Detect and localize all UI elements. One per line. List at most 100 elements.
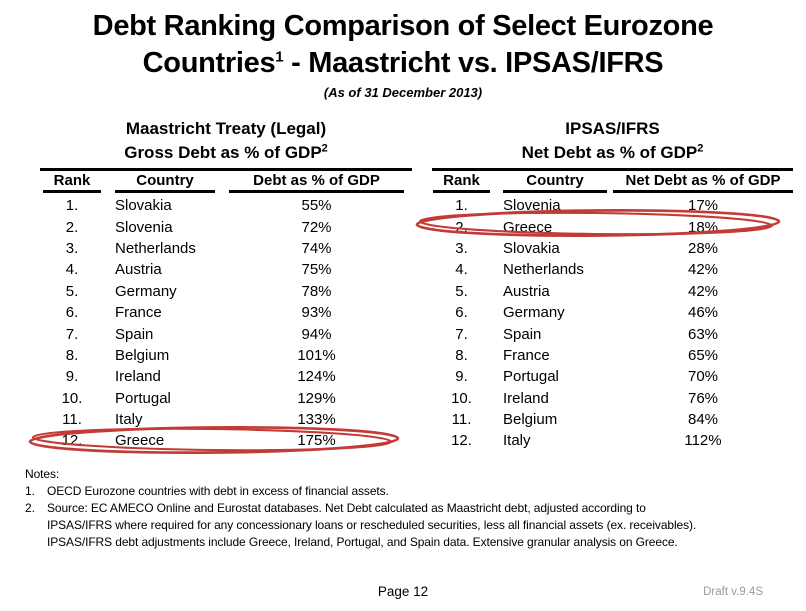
cell-country: Slovakia [503,239,560,257]
ipsas-table-body: 1. Slovenia 17% 2. Greece 18% 3. Slovakia 28% 4. N… [432,195,793,452]
cell-rank: 3. [455,239,468,257]
cell-value: 101% [297,346,336,364]
table-row: 7. Spain 63% [432,323,793,344]
cell-value: 42% [687,282,719,300]
cell-value: 46% [687,304,719,322]
cell-country: Belgium [115,346,170,364]
cell-value: 28% [687,239,719,257]
notes-label: Notes: [25,467,60,481]
draft-version: Draft v.9.4S [703,586,763,598]
ipsas-column-headers: Rank Country Net Debt as % of GDP [432,168,793,193]
cell-rank: 11. [62,411,82,429]
cell-country: Ireland [115,368,161,386]
table-row: 6. Germany 46% [432,302,793,323]
table-row: 2. Slovenia 72% [40,216,412,237]
maastricht-table-body: 1. Slovakia 55% 2. Slovenia 72% 3. Netherlands 7… [40,195,412,452]
cell-value: 76% [687,389,719,407]
cell-rank: 11. [451,411,472,429]
cell-country: Portugal [115,389,171,407]
cell-country: Greece [115,432,165,450]
cell-country: Austria [115,261,162,279]
cell-rank: 5. [455,282,468,300]
cell-value: 94% [301,325,332,343]
cell-country: Germany [115,282,177,300]
table-row: 1. Slovenia 17% [432,195,793,216]
table-row: 12. Greece 175% [40,430,412,451]
table-row: 2. Greece 18% [432,216,793,237]
title-footnote-marker: 1 [275,48,284,66]
cell-rank: 12. [451,432,472,450]
note-item: 2. Source: EC AMECO Online and Eurostat d… [25,500,791,551]
cell-value: 84% [687,411,719,429]
cell-country: Netherlands [503,261,584,279]
cell-rank: 5. [65,282,79,300]
maastricht-heading-line1: Maastricht Treaty (Legal) [125,119,327,138]
page-title: Debt Ranking Comparison of Select Eurozo… [0,8,806,82]
table-row: 4. Netherlands 42% [432,259,793,280]
table-row: 4. Austria 75% [40,259,412,280]
cell-rank: 8. [65,346,79,364]
ipsas-table-heading: IPSAS/IFRS Net Debt as % of GDP2 [432,117,793,165]
table-row: 3. Netherlands 74% [40,238,412,259]
cell-value: 112% [684,432,722,450]
notes-list: 1. OECD Eurozone countries with debt in e… [25,483,791,551]
cell-rank: 9. [65,368,79,386]
cell-country: Germany [503,304,565,322]
ipsas-heading-line1: IPSAS/IFRS [565,119,660,138]
cell-rank: 3. [65,239,79,257]
cell-rank: 7. [455,325,468,343]
cell-rank: 2. [65,218,79,236]
table-row: 5. Austria 42% [432,281,793,302]
cell-rank: 4. [455,261,468,279]
cell-country: Greece [503,218,553,236]
cell-rank: 1. [455,197,468,215]
cell-value: 63% [687,325,719,343]
note-text: Source: EC AMECO Online and Eurostat dat… [47,501,697,549]
title-line1: Debt Ranking Comparison of Select Eurozo… [92,10,714,42]
cell-rank: 1. [65,197,79,215]
notes-section: Notes: 1. OECD Eurozone countries with de… [25,466,791,551]
as-of-date: (As of 31 December 2013) [323,85,483,100]
cell-rank: 7. [65,325,79,343]
cell-rank: 2. [455,218,468,236]
cell-value: 74% [301,239,332,257]
table-row: 11. Belgium 84% [432,409,793,430]
cell-value: 129% [297,389,336,407]
cell-rank: 4. [65,261,79,279]
cell-value: 75% [301,261,332,279]
table-row: 1. Slovakia 55% [40,195,412,216]
cell-country: Spain [115,325,154,343]
cell-rank: 6. [455,304,468,322]
column-header-rank: Rank [433,171,490,193]
cell-country: Slovakia [115,197,172,215]
cell-value: 18% [687,218,719,236]
table-row: 12. Italy 112% [432,430,793,451]
column-header-rank: Rank [43,171,101,193]
heading-footnote-marker: 2 [321,142,328,155]
cell-value: 70% [687,368,719,386]
note-item: 1. OECD Eurozone countries with debt in e… [25,483,791,500]
table-row: 11. Italy 133% [40,409,412,430]
table-row: 3. Slovakia 28% [432,238,793,259]
cell-value: 133% [297,411,336,429]
cell-country: Italy [503,432,531,450]
cell-value: 42% [687,261,719,279]
cell-rank: 8. [455,346,468,364]
cell-value: 175% [297,432,336,450]
cell-value: 93% [301,304,332,322]
cell-rank: 6. [65,304,79,322]
cell-country: Spain [503,325,542,343]
column-header-value: Net Debt as % of GDP [613,171,793,193]
note-number: 2. [25,501,35,515]
table-row: 10. Portugal 129% [40,388,412,409]
column-header-country: Country [503,171,607,193]
column-header-value: Debt as % of GDP [229,171,404,193]
cell-value: 55% [301,197,332,215]
note-number: 1. [25,484,35,498]
table-row: 7. Spain 94% [40,323,412,344]
title-line2: Countries1 - Maastricht vs. IPSAS/IFRS [142,47,664,79]
column-header-country: Country [115,171,215,193]
cell-rank: 9. [455,368,468,386]
table-row: 8. France 65% [432,345,793,366]
cell-value: 124% [297,368,336,386]
